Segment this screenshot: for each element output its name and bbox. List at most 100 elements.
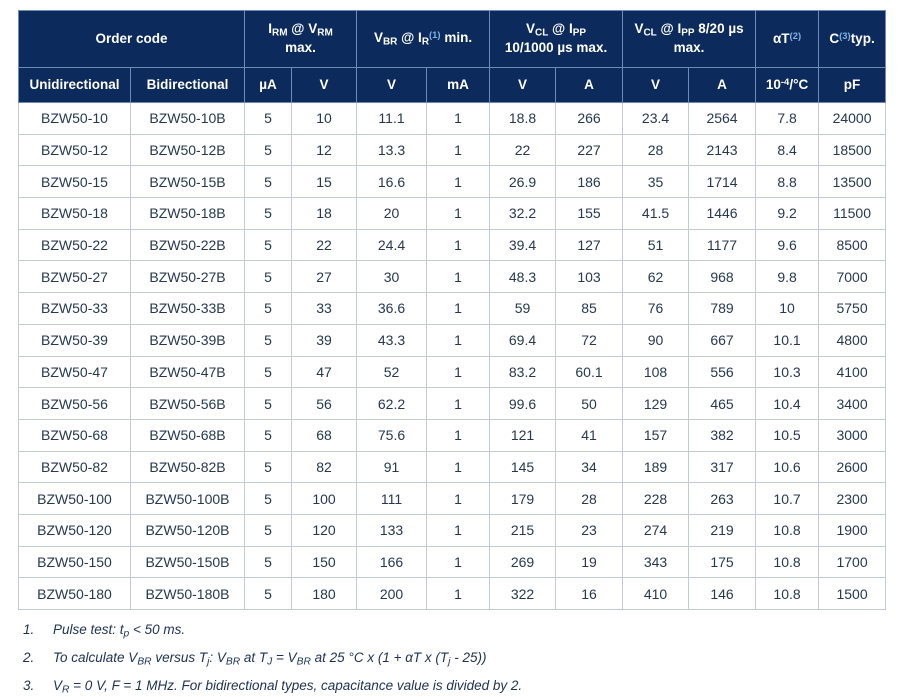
alphat-unit-exponent: -4 [780, 76, 790, 88]
header-irm-vrm: IRM @ VRM max. [243, 10, 358, 68]
cell-bidirectional: BZW50-18B [130, 197, 245, 230]
cell-irm: 5 [244, 577, 292, 610]
cell-vrm: 150 [290, 545, 358, 579]
vcl2-at: @ [656, 21, 678, 37]
cell-capacitance: 3400 [818, 387, 887, 420]
cell-vcl-10-1000: 69.4 [489, 323, 557, 357]
cell-vcl-8-20: 76 [622, 292, 690, 325]
vcl1-subscript: CL [534, 27, 549, 39]
cell-ipp-8-20: 968 [688, 260, 757, 294]
cap-tail: typ. [850, 30, 875, 46]
vrm-subscript: RM [317, 27, 333, 39]
cell-vrm: 39 [290, 323, 358, 357]
footnote-ref-3: (3) [839, 30, 851, 42]
header-units-row: Unidirectional Bidirectional µA V V mA V… [18, 67, 887, 103]
cell-ir: 1 [426, 228, 491, 262]
cell-ir: 1 [426, 482, 491, 515]
cell-capacitance: 13500 [818, 165, 887, 199]
unit-volt-vrm: V [290, 67, 358, 103]
cell-bidirectional: BZW50-68B [130, 418, 245, 452]
cell-ipp-8-20: 556 [688, 355, 757, 389]
cell-ir: 1 [426, 545, 491, 579]
vcl2-mid: 8/20 µs [694, 21, 744, 37]
vcl2-tail: max. [673, 39, 705, 55]
cell-alpha-t: 10.8 [755, 577, 820, 610]
cell-alpha-t: 10.5 [755, 418, 820, 452]
vbr-tail: min. [440, 29, 473, 45]
cell-alpha-t: 8.8 [755, 165, 820, 199]
cell-unidirectional: BZW50-120 [18, 513, 131, 547]
cell-bidirectional: BZW50-56B [130, 387, 245, 420]
cell-vbr: 91 [356, 450, 428, 484]
vcl2-base: V [634, 21, 644, 37]
cell-ir: 1 [426, 450, 491, 484]
cell-ipp-8-20: 465 [688, 387, 757, 420]
cell-vcl-10-1000: 48.3 [489, 260, 557, 294]
cell-vcl-8-20: 28 [622, 133, 690, 167]
cell-alpha-t: 10.7 [755, 482, 820, 515]
cell-vcl-10-1000: 322 [489, 577, 557, 610]
vcl1-tail: 10/1000 µs max. [504, 39, 608, 55]
header-vbr-ir: VBR @ IR(1) min. [356, 10, 491, 68]
header-capacitance: C(3)typ. [818, 10, 887, 68]
footnote-2-text: To calculate VBR versus Tj: VBR at TJ = … [53, 649, 487, 668]
cell-vbr: 166 [356, 545, 428, 579]
cell-bidirectional: BZW50-22B [130, 228, 245, 262]
cell-vbr: 75.6 [356, 418, 428, 452]
cell-ipp-8-20: 1714 [688, 165, 757, 199]
footnote-1-text: Pulse test: tp < 50 ms. [53, 622, 186, 640]
ipp2-subscript: PP [681, 27, 695, 39]
irm-base: I [268, 21, 273, 37]
cell-ipp-8-20: 382 [688, 418, 757, 452]
vcl1-at: @ [548, 21, 569, 37]
cell-vcl-8-20: 41.5 [622, 197, 690, 230]
cell-ipp-10-1000: 155 [555, 197, 624, 230]
vbr-base: V [373, 29, 383, 45]
cell-alpha-t: 10.3 [755, 355, 820, 389]
alphat-unit-tail: /°C [789, 76, 809, 92]
unit-volt-vcl2: V [622, 67, 690, 103]
cell-alpha-t: 10.8 [755, 545, 820, 579]
cell-vbr: 111 [356, 482, 428, 515]
cell-ipp-8-20: 175 [688, 545, 757, 579]
header-order-code: Order code [18, 10, 245, 68]
cell-vrm: 56 [290, 387, 358, 420]
cell-unidirectional: BZW50-39 [18, 323, 131, 357]
unit-milliamp: mA [426, 67, 491, 103]
footnote-ref-2: (2) [789, 30, 802, 42]
table-header: Order code IRM @ VRM max. VBR @ IR(1) mi… [18, 10, 887, 103]
cell-vrm: 12 [290, 133, 358, 167]
cell-vcl-8-20: 23.4 [622, 102, 690, 135]
cell-vcl-8-20: 343 [622, 545, 690, 579]
cell-irm: 5 [244, 197, 292, 230]
table-row: BZW50-100 BZW50-100B 5 100 111 1 179 28 228 263 10… [18, 482, 887, 515]
cell-vcl-8-20: 189 [622, 450, 690, 484]
cell-ipp-10-1000: 103 [555, 260, 624, 294]
cell-unidirectional: BZW50-180 [18, 577, 131, 610]
cell-vcl-8-20: 228 [622, 482, 690, 515]
cell-vbr: 13.3 [356, 133, 428, 167]
cell-vcl-8-20: 51 [622, 228, 690, 262]
vbr-subscript: BR [382, 35, 398, 47]
cell-ir: 1 [426, 418, 491, 452]
cell-vcl-10-1000: 83.2 [489, 355, 557, 389]
cell-irm: 5 [244, 545, 292, 579]
cell-vrm: 82 [290, 450, 358, 484]
cell-vbr: 20 [356, 197, 428, 230]
cell-irm: 5 [244, 292, 292, 325]
cell-alpha-t: 10 [755, 292, 820, 325]
cap-base: C [829, 30, 840, 46]
footnote-3: 3. VR = 0 V, F = 1 MHz. For bidirectiona… [23, 678, 885, 697]
cell-capacitance: 3000 [818, 418, 887, 452]
cell-ipp-10-1000: 16 [555, 577, 624, 610]
cell-alpha-t: 8.4 [755, 133, 820, 167]
table-row: BZW50-56 BZW50-56B 5 56 62.2 1 99.6 50 129 465 10.… [18, 387, 887, 420]
cell-unidirectional: BZW50-27 [18, 260, 131, 294]
cell-capacitance: 1700 [818, 545, 887, 579]
cell-bidirectional: BZW50-150B [130, 545, 245, 579]
cell-alpha-t: 9.6 [755, 228, 820, 262]
cell-ir: 1 [426, 513, 491, 547]
cell-vbr: 30 [356, 260, 428, 294]
unit-alpha-t: 10-4/°C [755, 67, 820, 103]
cell-vcl-8-20: 157 [622, 418, 690, 452]
